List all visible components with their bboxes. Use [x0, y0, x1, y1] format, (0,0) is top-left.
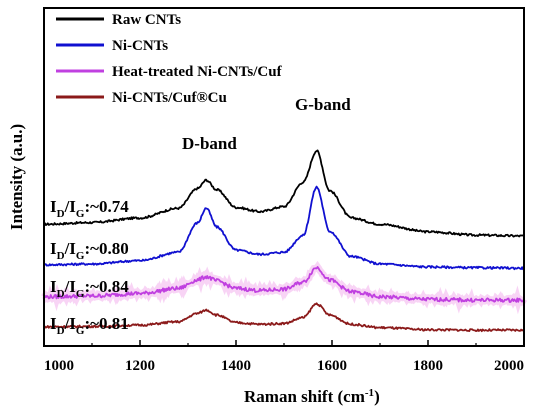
legend-label-raw-cnts: Raw CNTs — [112, 12, 181, 28]
series-line-ni-cnts — [43, 185, 525, 271]
ratio-value-ni-cnts: :~0.80 — [84, 239, 128, 258]
series-line-heat-treated — [43, 266, 525, 303]
ratio-value-heat-treated: :~0.84 — [84, 277, 129, 296]
ratio-label-raw-cnts: ID/IG:~0.74 — [50, 197, 129, 220]
ratio-label-ni-cnts: ID/IG:~0.80 — [50, 239, 129, 262]
series-line-ni-cnts-cuf-cu — [43, 302, 525, 333]
annotation-d-band: D-band — [182, 134, 237, 153]
y-axis-title: Intensity (a.u.) — [7, 124, 26, 230]
ratio-label-ni-cnts-cuf-cu: ID/IG:~0.81 — [50, 314, 129, 337]
legend-label-heat-treated: Heat-treated Ni-CNTs/Cuf — [112, 64, 283, 80]
x-tick-label-1800: 1800 — [413, 358, 443, 374]
legend-label-ni-cnts: Ni-CNTs — [112, 38, 168, 54]
x-tick-label-1600: 1600 — [317, 358, 347, 374]
x-tick-label-1200: 1200 — [125, 358, 155, 374]
x-axis-title: Raman shift (cm-1) — [244, 387, 380, 406]
x-tick-label-2000: 2000 — [494, 358, 524, 374]
ratio-label-heat-treated: ID/IG:~0.84 — [50, 277, 129, 300]
ratio-value-raw-cnts: :~0.74 — [84, 197, 129, 216]
legend-label-ni-cnts-cuf-cu: Ni-CNTs/Cuf®Cu — [112, 90, 227, 106]
x-tick-label-1000: 1000 — [44, 358, 74, 374]
tick-layer: 1000 1200 1400 1600 1800 2000 — [43, 340, 525, 374]
series-line-raw-cnts — [43, 149, 525, 238]
series-layer — [41, 149, 528, 333]
x-tick-label-1400: 1400 — [221, 358, 251, 374]
annotation-g-band: G-band — [295, 95, 351, 114]
legend: Raw CNTs Ni-CNTs Heat-treated Ni-CNTs/Cu… — [56, 12, 283, 106]
ratio-value-ni-cnts-cuf-cu: :~0.81 — [84, 314, 128, 333]
